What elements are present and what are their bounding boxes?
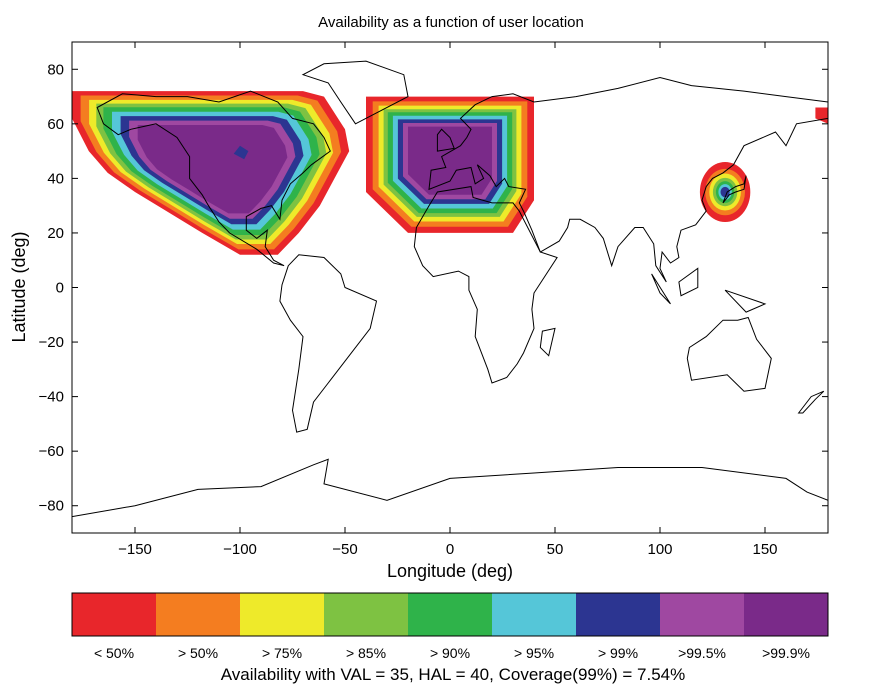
y-tick-label: 0 [56,280,64,297]
coastline-japan [722,175,747,204]
coastline-greenland [301,60,409,125]
colorbar-tick-label: >99.9% [762,645,810,661]
x-tick-label: −100 [223,541,257,558]
coastline-eurasia [428,76,828,283]
colorbar-frame [71,592,829,637]
colorbar-cell [408,593,493,636]
x-axis-label: Longitude (deg) [387,561,513,581]
x-tick-label: 150 [752,541,777,558]
colorbar-tick-label: >99.5% [678,645,726,661]
y-tick-label: −40 [39,389,64,406]
colorbar-cell [240,593,325,636]
coastline-antarctica [72,458,828,533]
colorbar-cell [744,593,829,636]
coastline-new-zealand [797,390,825,414]
colorbar-cell [156,593,241,636]
colorbar-tick-label: > 99% [598,645,638,661]
coastline-south-america [279,254,378,433]
x-tick-label: −150 [118,541,152,558]
y-axis-label: Latitude (deg) [9,231,29,342]
coastline-australia [686,316,772,392]
colorbar-tick-label: < 50% [94,645,134,661]
colorbar-tick-label: > 95% [514,645,554,661]
x-tick-label: 100 [647,541,672,558]
chart-title: Availability as a function of user locat… [318,14,584,31]
coastline-borneo [678,267,699,297]
colorbar-label: Availability with VAL = 35, HAL = 40, Co… [221,665,685,684]
availability-band-na-8 [137,125,288,214]
availability-band-eu-8 [408,126,492,195]
colorbar-tick-label: > 85% [346,645,386,661]
colorbar-cell [660,593,745,636]
colorbar-tick-label: > 50% [178,645,218,661]
coastline-sumatra [651,273,671,305]
y-tick-label: −20 [39,334,64,351]
x-tick-label: −50 [332,541,357,558]
y-tick-label: −60 [39,443,64,460]
coastline-africa [413,186,558,384]
availability-patch-na-core [233,145,249,160]
colorbar-tick-label: > 75% [262,645,302,661]
colorbar-cell [72,593,157,636]
y-tick-label: 80 [47,61,64,78]
coastline-madagascar [539,327,556,357]
colorbar: < 50% > 50% > 75% > 85% > 90% > 95% > 99% >99.5… [72,593,829,661]
coastline-north-america [96,90,331,267]
colorbar-cell [576,593,661,636]
x-tick-label: 50 [547,541,564,558]
x-tick-label: 0 [446,541,454,558]
coastline-britain [436,128,455,152]
coastline-new-guinea [724,289,767,313]
y-tick-label: 40 [47,170,64,187]
y-tick-label: −80 [39,498,64,515]
colorbar-tick-label: > 90% [430,645,470,661]
availability-band-jp-6 [720,186,730,198]
colorbar-cell [324,593,409,636]
y-tick-label: 20 [47,225,64,242]
y-tick-label: 60 [47,116,64,133]
colorbar-cell [492,593,577,636]
